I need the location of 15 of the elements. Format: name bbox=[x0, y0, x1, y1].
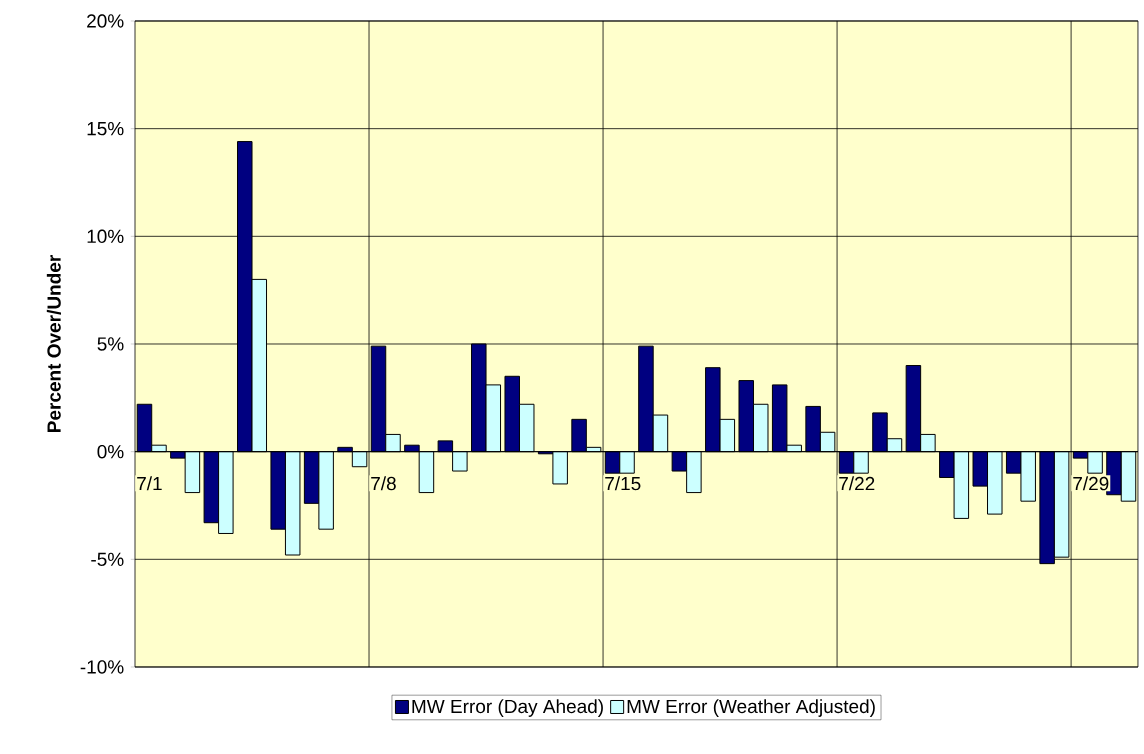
y-tick-label: -5% bbox=[91, 552, 124, 567]
legend-label: MW Error (Day Ahead) bbox=[412, 699, 603, 717]
x-tick-label: 7/22 bbox=[839, 476, 875, 491]
y-tick-label: 15% bbox=[87, 121, 124, 136]
x-tick-label: 7/1 bbox=[137, 476, 162, 491]
y-tick-label: -10% bbox=[80, 660, 124, 674]
y-tick-label: 20% bbox=[87, 14, 124, 28]
legend-label: MW Error (Weather Adjusted) bbox=[627, 699, 875, 717]
y-tick-label: 0% bbox=[97, 444, 124, 459]
x-tick-label: 7/8 bbox=[371, 476, 396, 491]
y-tick-label: 5% bbox=[97, 337, 124, 351]
x-tick-label: 7/29 bbox=[1073, 476, 1109, 491]
x-tick-label: 7/15 bbox=[605, 476, 641, 491]
y-axis-title: Percent Over/Under bbox=[46, 255, 61, 432]
y-tick-label: 10% bbox=[87, 229, 124, 244]
